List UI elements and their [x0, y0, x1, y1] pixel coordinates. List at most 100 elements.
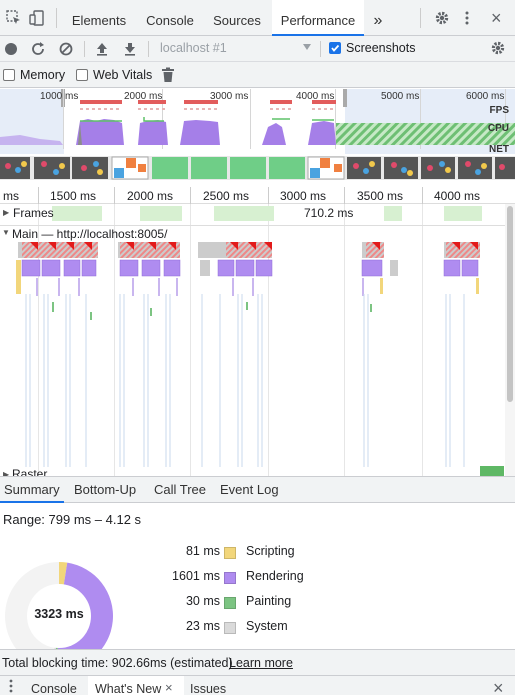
- more-options-icon[interactable]: [462, 10, 472, 26]
- legend-value: 23 ms: [185, 619, 220, 633]
- legend-name: System: [246, 619, 288, 633]
- frame-block[interactable]: [444, 206, 482, 221]
- overview-tick: [335, 89, 336, 149]
- close-tab-icon[interactable]: ×: [165, 680, 173, 695]
- overview-right-handle[interactable]: [343, 89, 347, 107]
- record-button[interactable]: [5, 43, 17, 55]
- save-profile-icon[interactable]: [122, 41, 138, 60]
- tab-console[interactable]: Console: [146, 13, 194, 28]
- toolbar-divider: [320, 41, 321, 57]
- legend-name: Painting: [246, 594, 292, 608]
- legend-row-rendering: 1601 ms Rendering: [0, 569, 320, 587]
- frame-block[interactable]: [384, 206, 402, 221]
- chevron-down-icon[interactable]: [303, 44, 311, 50]
- tab-call-tree[interactable]: Call Tree: [154, 482, 207, 497]
- flame-chart-scrollbar[interactable]: [505, 204, 515, 476]
- ruler-tick: [344, 187, 345, 204]
- legend-swatch: [224, 622, 236, 634]
- close-devtools-button[interactable]: ×: [491, 8, 502, 28]
- legend-name: Scripting: [246, 544, 295, 558]
- more-tabs-button[interactable]: »: [373, 12, 383, 29]
- net-label: NET: [489, 144, 509, 155]
- trash-icon[interactable]: [161, 67, 175, 86]
- flame-chart[interactable]: ▶ Frames 710.2 ms ▼ Main — http://localh…: [0, 204, 515, 476]
- legend-value: 81 ms: [185, 544, 220, 558]
- toolbar-divider: [56, 8, 57, 28]
- raster-task-block[interactable]: [480, 466, 504, 476]
- ruler-time-label: 2000 ms: [127, 189, 174, 203]
- fps-label: FPS: [489, 105, 509, 116]
- drawer-tab-whats-new[interactable]: What's New: [95, 682, 162, 695]
- collapse-triangle-icon[interactable]: ▼: [2, 228, 10, 237]
- ruler-time-label: 1500 ms: [50, 189, 97, 203]
- frame-block[interactable]: [52, 206, 102, 221]
- overview-time-label: 3000 ms: [210, 91, 249, 102]
- overview-tick: [63, 89, 64, 149]
- web-vitals-label: Web Vitals: [93, 68, 153, 82]
- toolbar-divider: [84, 41, 85, 57]
- legend-value: 30 ms: [185, 594, 220, 608]
- ruler-tick: [114, 187, 115, 204]
- frame-block[interactable]: [140, 206, 182, 221]
- legend-row-painting: 30 ms Painting: [0, 594, 320, 612]
- web-vitals-checkbox[interactable]: [76, 69, 88, 81]
- legend-swatch: [224, 597, 236, 609]
- gridline: [268, 204, 269, 476]
- device-toolbar-icon[interactable]: [29, 10, 45, 26]
- tab-event-log[interactable]: Event Log: [220, 482, 279, 497]
- tab-elements[interactable]: Elements: [71, 13, 127, 28]
- overview-tick: [250, 89, 251, 149]
- drawer-tab-issues[interactable]: Issues: [190, 682, 227, 695]
- performance-toolbar: localhost #1 Screenshots: [0, 36, 515, 62]
- clear-icon[interactable]: [58, 41, 74, 60]
- main-track-header[interactable]: ▼ Main — http://localhost:8005/: [0, 225, 505, 241]
- overview-tick: [505, 89, 506, 149]
- close-drawer-button[interactable]: ×: [493, 678, 504, 695]
- screenshots-filmstrip[interactable]: [0, 156, 515, 180]
- raster-track-label: Raster: [12, 467, 48, 476]
- legend-row-scripting: 81 ms Scripting: [0, 544, 320, 562]
- load-profile-icon[interactable]: [94, 41, 110, 60]
- overview-tick: [162, 89, 163, 149]
- ruler-time-label: 3500 ms: [357, 189, 404, 203]
- devtools-main-tabbar: Elements Console Sources Performance » ×: [0, 0, 515, 36]
- gear-icon[interactable]: [434, 10, 450, 26]
- capture-settings-gear-icon[interactable]: [490, 40, 506, 59]
- ruler-time-label: 2500 ms: [203, 189, 250, 203]
- frame-duration-label: 710.2 ms: [304, 206, 354, 220]
- memory-label: Memory: [20, 68, 66, 82]
- overview-time-label: 6000 ms: [466, 91, 505, 102]
- tab-summary[interactable]: Summary: [0, 477, 64, 503]
- scrollbar-thumb[interactable]: [507, 206, 513, 402]
- summary-footer: Total blocking time: 902.66ms (estimated…: [0, 649, 515, 675]
- total-blocking-time: Total blocking time: 902.66ms (estimated…: [2, 656, 233, 670]
- overview-time-label: 5000 ms: [381, 91, 420, 102]
- fps-chart: [80, 100, 336, 110]
- screenshots-checkbox[interactable]: [329, 42, 341, 54]
- legend-name: Rendering: [246, 569, 304, 583]
- legend-row-system: 23 ms System: [0, 619, 320, 637]
- gridline: [114, 204, 115, 476]
- profile-target-select[interactable]: localhost #1: [160, 41, 227, 55]
- tab-bottom-up[interactable]: Bottom-Up: [74, 482, 137, 497]
- expand-triangle-icon[interactable]: ▶: [3, 208, 10, 217]
- timeline-overview[interactable]: 1000 ms 2000 ms 3000 ms 4000 ms 5000 ms …: [0, 89, 515, 187]
- drawer-tab-console[interactable]: Console: [31, 682, 77, 695]
- drawer-menu-icon[interactable]: [9, 679, 13, 695]
- main-thread-flamechart[interactable]: [0, 242, 505, 472]
- ruler-time-label: 4000 ms: [434, 189, 481, 203]
- inspect-element-icon[interactable]: [6, 10, 22, 26]
- gridline: [344, 204, 345, 476]
- frame-block[interactable]: [214, 206, 274, 221]
- tab-sources[interactable]: Sources: [213, 13, 261, 28]
- learn-more-link[interactable]: Learn more: [229, 656, 293, 670]
- expand-triangle-icon[interactable]: ▶: [3, 470, 10, 476]
- reload-record-icon[interactable]: [30, 41, 46, 60]
- memory-checkbox[interactable]: [3, 69, 15, 81]
- toolbar-divider: [420, 8, 421, 28]
- gridline: [422, 204, 423, 476]
- overview-time-label: 2000 ms: [124, 91, 163, 102]
- cpu-label: CPU: [487, 123, 509, 134]
- pie-total-label: 3323 ms: [34, 607, 84, 621]
- tab-performance[interactable]: Performance: [272, 0, 364, 36]
